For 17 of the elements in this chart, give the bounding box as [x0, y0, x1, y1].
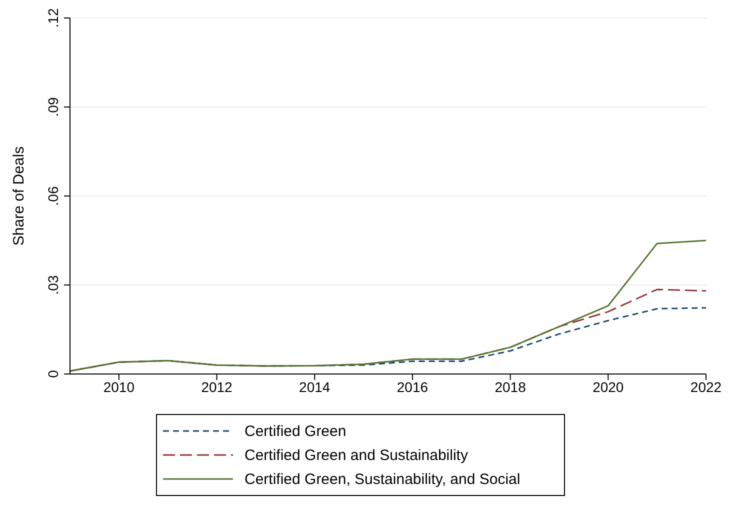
- y-tick-label: .09: [45, 97, 61, 117]
- legend-label: Certified Green and Sustainability: [244, 446, 468, 464]
- y-tick-label: .06: [45, 186, 61, 206]
- legend-label: Certified Green, Sustainability, and Social: [244, 470, 520, 488]
- x-tick-label: 2018: [494, 378, 526, 395]
- y-tick-label: .03: [45, 275, 61, 295]
- x-tick-label: 2022: [690, 378, 722, 395]
- y-tick-label: 0: [45, 370, 61, 378]
- x-tick-label: 2016: [396, 378, 428, 395]
- x-tick-label: 2014: [299, 378, 330, 395]
- x-tick-label: 2020: [592, 378, 624, 395]
- legend-label: Certified Green: [244, 422, 346, 440]
- y-axis-title: Share of Deals: [10, 146, 28, 246]
- y-tick-label: .12: [45, 8, 61, 28]
- x-tick-label: 2010: [103, 378, 135, 395]
- x-tick-label: 2012: [201, 378, 233, 395]
- line-series: [70, 240, 706, 372]
